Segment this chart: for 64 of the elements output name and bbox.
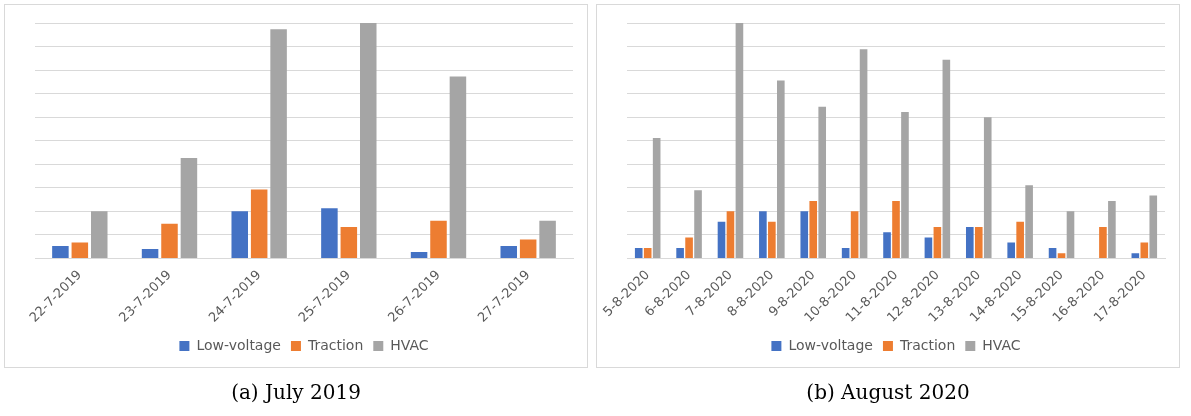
bar — [449, 76, 467, 258]
bar — [141, 248, 159, 258]
bar — [983, 117, 992, 258]
bar — [52, 245, 69, 258]
bar — [1025, 185, 1033, 258]
bar — [71, 242, 89, 258]
bar — [759, 211, 767, 258]
legend-label: Traction — [898, 336, 956, 353]
bar — [694, 190, 702, 258]
bar — [1016, 221, 1024, 258]
bar — [676, 248, 684, 258]
bar — [717, 221, 726, 258]
bar — [652, 138, 661, 258]
bar — [735, 23, 744, 258]
bar — [250, 189, 268, 258]
bar — [685, 237, 693, 258]
bar — [800, 211, 809, 258]
bar — [410, 252, 428, 258]
bar — [1007, 242, 1015, 258]
text: (b) August 2020 — [805, 380, 971, 404]
bar — [933, 227, 942, 258]
bar — [818, 106, 827, 258]
bar — [539, 220, 556, 258]
bar — [1140, 242, 1149, 258]
bar — [1131, 253, 1140, 258]
bar — [270, 29, 287, 258]
bar — [883, 232, 891, 258]
bar — [924, 237, 933, 258]
bar — [809, 200, 818, 258]
bar — [841, 248, 850, 258]
bar — [1099, 227, 1107, 258]
bar — [430, 220, 447, 258]
bar — [965, 227, 974, 258]
bar — [901, 111, 909, 258]
bar — [321, 208, 338, 258]
bar — [231, 211, 248, 258]
bar — [1057, 253, 1066, 258]
bar — [643, 248, 652, 258]
bar — [360, 23, 377, 258]
legend-label: Traction — [306, 336, 364, 353]
bar — [1048, 248, 1057, 258]
bar — [180, 157, 198, 258]
bar — [768, 221, 776, 258]
legend-label: HVAC — [390, 336, 429, 353]
bar — [850, 211, 859, 258]
legend-label: Low-voltage — [788, 336, 873, 353]
legend-label: Low-voltage — [196, 336, 281, 353]
bar — [91, 211, 108, 258]
text: (a) July 2019 — [230, 380, 362, 404]
bar — [942, 59, 951, 258]
bar — [1149, 195, 1158, 258]
legend-label: HVAC — [982, 336, 1021, 353]
bar — [634, 248, 643, 258]
bar — [859, 49, 868, 258]
bar — [974, 227, 983, 258]
bar — [340, 227, 358, 258]
bar — [161, 223, 178, 258]
bar — [1108, 200, 1116, 258]
bar — [726, 211, 735, 258]
bar — [500, 245, 517, 258]
bar — [892, 200, 900, 258]
bar — [519, 239, 537, 258]
bar — [1066, 211, 1075, 258]
bar — [777, 80, 785, 258]
